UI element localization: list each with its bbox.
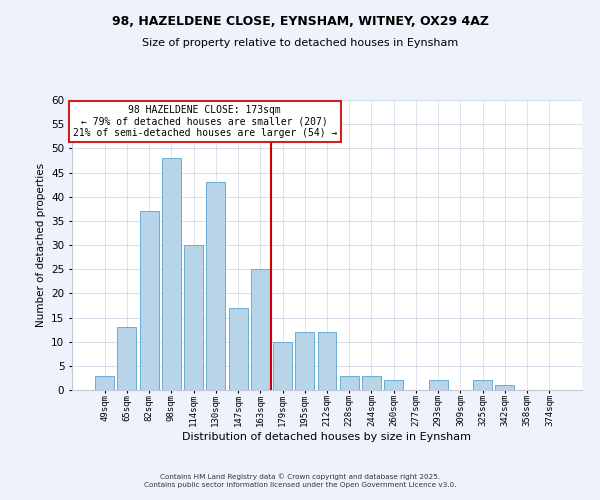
Bar bbox=[429, 380, 448, 390]
Bar bbox=[229, 308, 248, 390]
Bar bbox=[340, 376, 359, 390]
Bar bbox=[206, 182, 225, 390]
Text: Size of property relative to detached houses in Eynsham: Size of property relative to detached ho… bbox=[142, 38, 458, 48]
Bar bbox=[118, 327, 136, 390]
Bar bbox=[295, 332, 314, 390]
Bar bbox=[362, 376, 381, 390]
Y-axis label: Number of detached properties: Number of detached properties bbox=[35, 163, 46, 327]
Bar bbox=[496, 385, 514, 390]
X-axis label: Distribution of detached houses by size in Eynsham: Distribution of detached houses by size … bbox=[182, 432, 472, 442]
Bar bbox=[273, 342, 292, 390]
Text: 98 HAZELDENE CLOSE: 173sqm
← 79% of detached houses are smaller (207)
21% of sem: 98 HAZELDENE CLOSE: 173sqm ← 79% of deta… bbox=[73, 105, 337, 138]
Bar bbox=[317, 332, 337, 390]
Bar bbox=[384, 380, 403, 390]
Bar bbox=[95, 376, 114, 390]
Text: 98, HAZELDENE CLOSE, EYNSHAM, WITNEY, OX29 4AZ: 98, HAZELDENE CLOSE, EYNSHAM, WITNEY, OX… bbox=[112, 15, 488, 28]
Text: Contains HM Land Registry data © Crown copyright and database right 2025.
Contai: Contains HM Land Registry data © Crown c… bbox=[144, 474, 456, 488]
Bar bbox=[184, 245, 203, 390]
Bar bbox=[473, 380, 492, 390]
Bar bbox=[251, 269, 270, 390]
Bar bbox=[162, 158, 181, 390]
Bar bbox=[140, 211, 158, 390]
